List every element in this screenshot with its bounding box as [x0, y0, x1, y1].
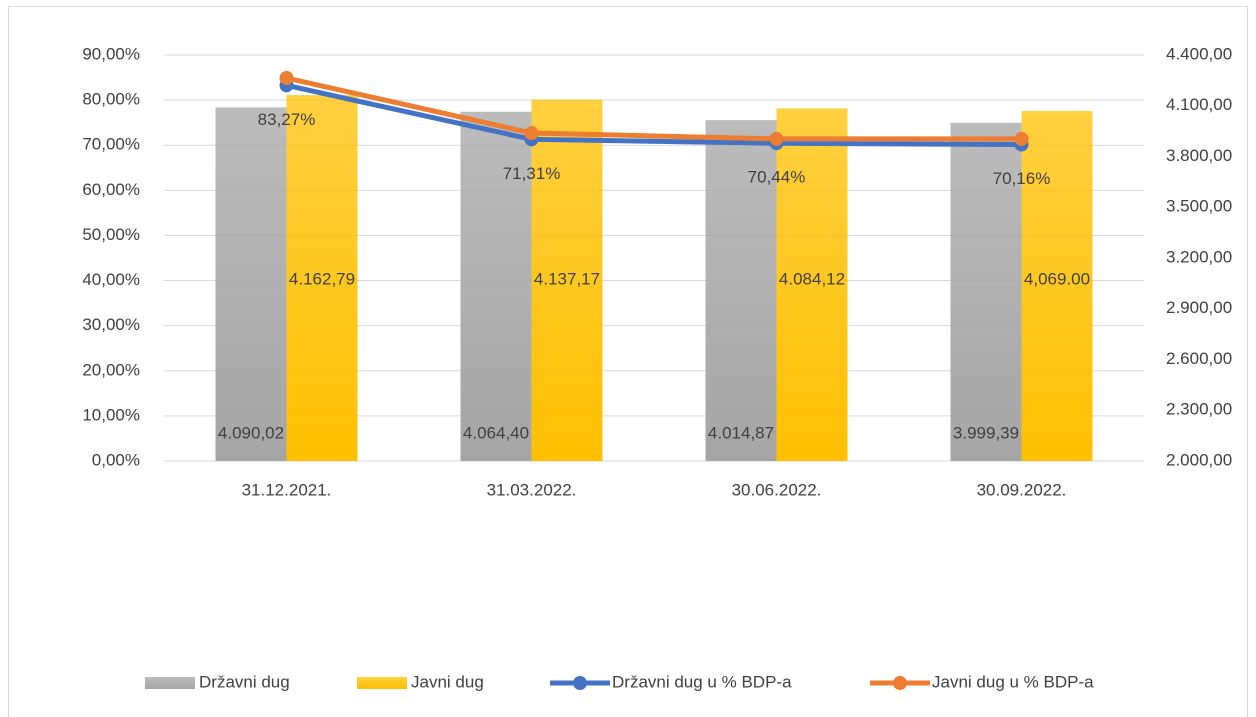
legend-label: Javni dug [411, 672, 484, 691]
data-label: 71,31% [503, 164, 561, 183]
legend-label: Javni dug u % BDP-a [932, 672, 1094, 691]
x-tick-label: 31.12.2021. [242, 480, 332, 499]
y2-tick-label: 2.300,00 [1166, 400, 1232, 419]
bar [705, 120, 777, 462]
data-label: 3.999,39 [953, 423, 1019, 442]
y-tick-label: 30,00% [82, 315, 140, 334]
chart-border [8, 6, 1248, 717]
y-tick-label: 50,00% [82, 225, 140, 244]
bar [286, 95, 358, 461]
line-marker [524, 126, 539, 141]
y2-tick-label: 3.200,00 [1166, 247, 1232, 266]
line [285, 75, 1022, 142]
data-label: 4.090,02 [218, 423, 284, 442]
legend-label: Državni dug [199, 672, 290, 691]
legend-label: Državni dug u % BDP-a [612, 672, 792, 691]
data-label: 70,44% [748, 168, 806, 187]
x-tick-label: 30.09.2022. [977, 480, 1067, 499]
y2-tick-label: 4.100,00 [1166, 95, 1232, 114]
bar [215, 107, 287, 461]
data-label: 4,069.00 [1024, 269, 1090, 288]
legend-marker [893, 676, 907, 690]
bar [1021, 110, 1093, 461]
data-label: 4.064,40 [463, 423, 529, 442]
legend-swatch [145, 677, 195, 689]
x-tick-label: 30.06.2022. [732, 480, 822, 499]
line-marker [279, 71, 294, 86]
line-marker [1014, 131, 1029, 146]
y-tick-label: 10,00% [82, 405, 140, 424]
y2-tick-label: 2.000,00 [1166, 450, 1232, 469]
y-tick-label: 70,00% [82, 135, 140, 154]
bar [531, 99, 603, 462]
y2-tick-label: 4.400,00 [1166, 44, 1232, 63]
legend-swatch [357, 677, 407, 689]
y-tick-label: 60,00% [82, 180, 140, 199]
y2-tick-label: 3.800,00 [1166, 146, 1232, 165]
legend-marker [573, 676, 587, 690]
y-tick-label: 80,00% [82, 90, 140, 109]
bar [460, 111, 532, 461]
data-label: 4.084,12 [779, 269, 845, 288]
x-tick-label: 31.03.2022. [487, 480, 577, 499]
y-tick-label: 40,00% [82, 270, 140, 289]
y2-tick-label: 2.600,00 [1166, 349, 1232, 368]
data-label: 4.137,17 [534, 269, 600, 288]
y-tick-label: 90,00% [82, 44, 140, 63]
data-label: 4.162,79 [289, 269, 355, 288]
line-marker [769, 131, 784, 146]
data-label: 83,27% [258, 110, 316, 129]
y2-tick-label: 2.900,00 [1166, 298, 1232, 317]
y-tick-label: 20,00% [82, 360, 140, 379]
data-label: 4.014,87 [708, 423, 774, 442]
bar [776, 108, 848, 461]
data-label: 70,16% [993, 169, 1051, 188]
bar [950, 122, 1022, 461]
line [285, 82, 1022, 147]
y2-tick-label: 3.500,00 [1166, 197, 1232, 216]
y-tick-label: 0,00% [92, 450, 140, 469]
